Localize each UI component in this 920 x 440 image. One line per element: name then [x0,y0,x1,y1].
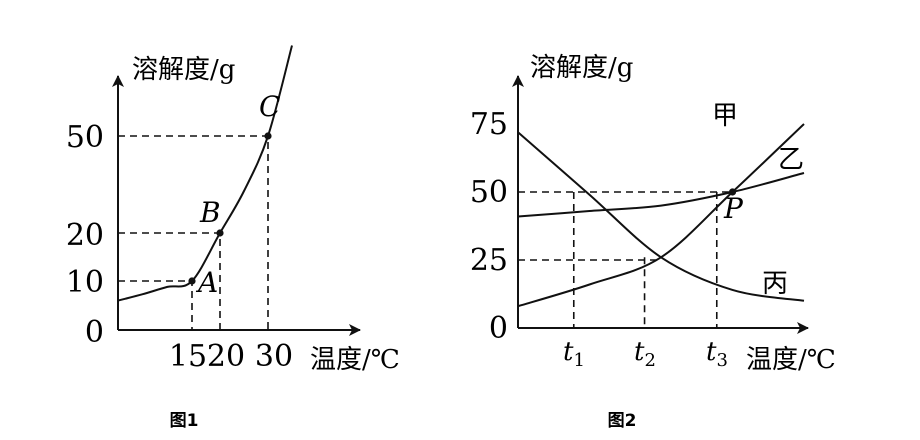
fig1-y-tick-50: 50 [66,120,104,155]
fig1-point-b [216,229,224,237]
fig1-title: 图1 [170,411,199,431]
fig1-y-tick-0: 0 [85,315,104,350]
fig1-y-tick-20: 20 [66,218,104,253]
fig1-x-axis-title: 温度/℃ [310,345,400,375]
fig1-point-c [264,132,272,140]
fig2-series-yi [517,172,805,218]
fig1-x-tick-20: 20 [207,339,245,374]
fig1-guides [118,135,269,330]
fig1-y-axis-title: 溶解度/g [132,55,235,85]
fig2-y-tick-25: 25 [470,243,508,278]
fig2-y-axis-title: 溶解度/g [530,53,633,83]
fig2-series-yi-label: 乙 [778,145,804,175]
fig2-x-tick-t1: t1 [563,337,585,371]
fig1-y-tick-10: 10 [66,265,104,300]
fig1-x-tick-15: 15 [169,339,207,374]
fig2-y-tick-75: 75 [470,107,508,142]
fig1-point-b-label: B [199,196,221,229]
fig2-x-axis-title: 温度/℃ [746,345,836,375]
fig2-title: 图2 [608,411,637,431]
fig2-point-p-label: P [723,192,744,225]
fig2-series-jia-label: 甲 [712,101,738,131]
fig2-y-tick-50: 50 [470,175,508,210]
figure-1: 溶解度/g 温度/℃ 50 20 10 0 15 20 30 A B C 图1 [66,45,400,431]
fig2-point-p [728,188,737,196]
fig2-series-bing-label: 丙 [762,269,788,299]
fig1-point-a [188,277,196,285]
fig1-point-a-label: A [195,266,218,299]
fig2-series-bing [517,131,805,302]
figure-2: 溶解度/g 温度/℃ 75 50 25 0 t1 t2 t3 P 甲 乙 丙 图… [470,53,836,431]
fig2-guides [518,191,733,328]
fig2-y-tick-0: 0 [489,311,508,346]
fig2-x-tick-t3: t3 [706,337,728,371]
fig2-x-tick-t2: t2 [634,337,656,371]
fig1-point-c-label: C [259,90,280,123]
fig1-x-tick-30: 30 [255,339,293,374]
fig1-guide-a [118,280,193,330]
